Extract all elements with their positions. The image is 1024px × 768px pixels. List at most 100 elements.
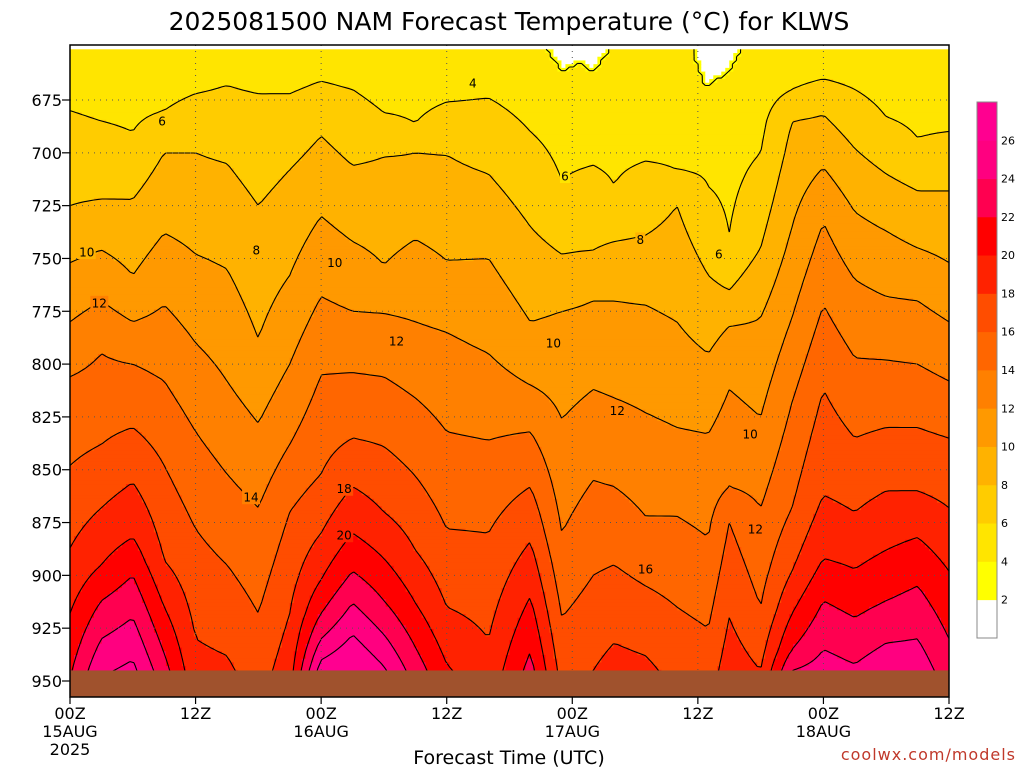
temperature-cell <box>253 417 263 422</box>
temperature-cell <box>817 506 850 511</box>
temperature-cell <box>729 64 734 69</box>
temperature-cell <box>241 487 267 493</box>
temperature-cell <box>413 472 551 478</box>
temperature-cell <box>829 119 898 125</box>
temperature-cell <box>70 472 171 478</box>
temperature-cell <box>545 465 774 470</box>
temperature-cell <box>553 313 666 318</box>
temperature-cell <box>925 543 949 548</box>
temperature-cell <box>93 610 151 615</box>
temperature-cell <box>933 606 949 611</box>
temperature-cell <box>873 101 949 106</box>
temperature-cell <box>473 97 491 102</box>
temperature-cell <box>133 484 175 489</box>
temperature-cell <box>70 227 315 232</box>
temperature-cell <box>769 569 794 574</box>
temperature-cell <box>549 610 563 615</box>
temperature-cell <box>857 565 946 571</box>
temperature-cell <box>769 220 794 225</box>
temperature-cell <box>521 610 535 615</box>
temperature-cell <box>537 439 782 444</box>
temperature-cell <box>181 495 251 500</box>
temperature-cell <box>825 558 830 563</box>
colorbar-label: 24 <box>1001 173 1015 186</box>
temperature-cell <box>541 636 555 641</box>
temperature-cell <box>789 413 818 418</box>
temperature-cell <box>693 524 710 530</box>
temperature-cell <box>773 662 786 667</box>
temperature-cell <box>389 606 419 611</box>
temperature-cell <box>157 160 223 166</box>
temperature-cell <box>317 298 331 303</box>
temperature-cell <box>761 662 774 667</box>
temperature-cell <box>70 524 83 530</box>
temperature-cell <box>305 327 439 333</box>
temperature-cell <box>157 450 211 455</box>
temperature-cell <box>789 324 818 329</box>
temperature-cell <box>617 565 722 571</box>
temperature-cell <box>857 279 949 284</box>
temperature-cell <box>70 476 171 481</box>
temperature-cell <box>97 353 107 359</box>
temperature-cell <box>309 235 347 240</box>
temperature-cell <box>765 231 790 236</box>
temperature-cell <box>569 409 646 415</box>
temperature-cell <box>541 647 555 652</box>
temperature-cell <box>161 595 187 600</box>
temperature-cell <box>769 290 802 296</box>
temperature-cell <box>749 261 782 266</box>
x-tick-label: 2025 <box>50 740 91 759</box>
temperature-cell <box>573 599 670 604</box>
temperature-cell <box>441 595 503 600</box>
temperature-cell <box>381 662 403 667</box>
temperature-cell <box>765 495 794 500</box>
temperature-cell <box>769 632 786 638</box>
temperature-cell <box>805 539 906 545</box>
temperature-cell <box>557 591 583 597</box>
temperature-cell <box>505 279 718 284</box>
temperature-cell <box>145 435 199 441</box>
temperature-cell <box>809 346 850 351</box>
temperature-cell <box>505 584 543 589</box>
temperature-cell <box>537 510 559 515</box>
temperature-cell <box>349 487 359 493</box>
temperature-cell <box>70 658 75 664</box>
temperature-cell <box>557 64 563 69</box>
temperature-cell <box>797 640 894 645</box>
temperature-cell <box>281 454 331 459</box>
temperature-cell <box>145 257 207 262</box>
temperature-cell <box>105 249 151 255</box>
temperature-cell <box>349 238 415 244</box>
temperature-cell <box>813 517 949 522</box>
temperature-cell <box>757 662 762 667</box>
temperature-cell <box>81 112 155 117</box>
temperature-cell <box>373 654 399 660</box>
temperature-cell <box>773 197 802 203</box>
x-axis-title: Forecast Time (UTC) <box>413 747 604 768</box>
temperature-cell <box>177 320 255 325</box>
temperature-cell <box>541 576 555 582</box>
temperature-cell <box>153 580 179 585</box>
temperature-cell <box>77 595 107 600</box>
temperature-cell <box>813 576 949 582</box>
temperature-cell <box>70 636 83 641</box>
temperature-cell <box>669 599 714 604</box>
temperature-cell <box>313 313 391 318</box>
temperature-cell <box>793 502 822 507</box>
temperature-cell <box>70 160 159 166</box>
temperature-cell <box>737 394 766 400</box>
temperature-cell <box>913 131 938 136</box>
temperature-cell <box>705 264 750 270</box>
temperature-cell <box>813 179 834 184</box>
temperature-cell <box>413 595 443 600</box>
temperature-cell <box>689 428 710 433</box>
temperature-cell <box>829 394 949 400</box>
temperature-cell <box>357 573 399 578</box>
temperature-cell <box>821 394 830 400</box>
temperature-cell <box>553 640 726 645</box>
temperature-cell <box>809 435 949 441</box>
temperature-cell <box>293 658 303 664</box>
temperature-cell <box>509 640 543 645</box>
temperature-cell <box>209 543 279 548</box>
